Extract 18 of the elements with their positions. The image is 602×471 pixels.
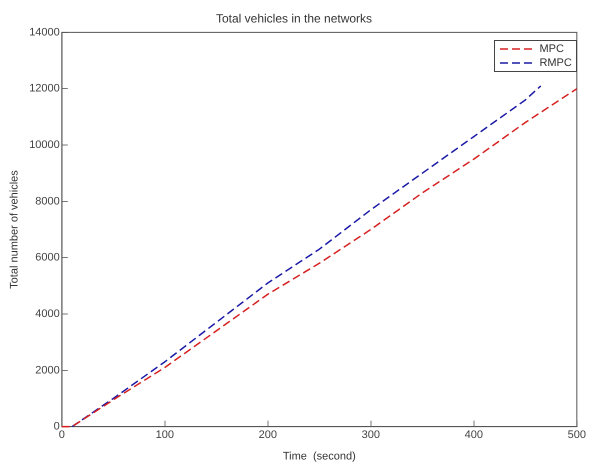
x-tick-label: 100 — [156, 429, 174, 442]
y-tick-label: 8000 — [35, 195, 60, 208]
y-tick-label: 4000 — [35, 308, 60, 320]
x-axis-title: Time (second) — [282, 450, 356, 462]
x-tick-label: 500 — [568, 429, 586, 442]
x-tick-label: 200 — [258, 429, 277, 442]
y-tick-label: 10000 — [29, 139, 60, 152]
chart-title: Total vehicles in the networks — [216, 12, 372, 26]
y-tick-label: 0 — [54, 420, 60, 433]
y-tick-label: 6000 — [35, 252, 60, 264]
y-tick-label: 12000 — [29, 82, 60, 95]
legend-label: MPC — [539, 42, 564, 56]
x-tick-label: 300 — [362, 429, 380, 442]
y-tick-label: 14000 — [29, 26, 60, 38]
legend-label: RMPC — [539, 56, 572, 70]
x-tick-label: 400 — [464, 429, 483, 442]
y-tick-label: 2000 — [35, 364, 60, 376]
y-axis-title: Total number of vehicles — [8, 170, 21, 289]
